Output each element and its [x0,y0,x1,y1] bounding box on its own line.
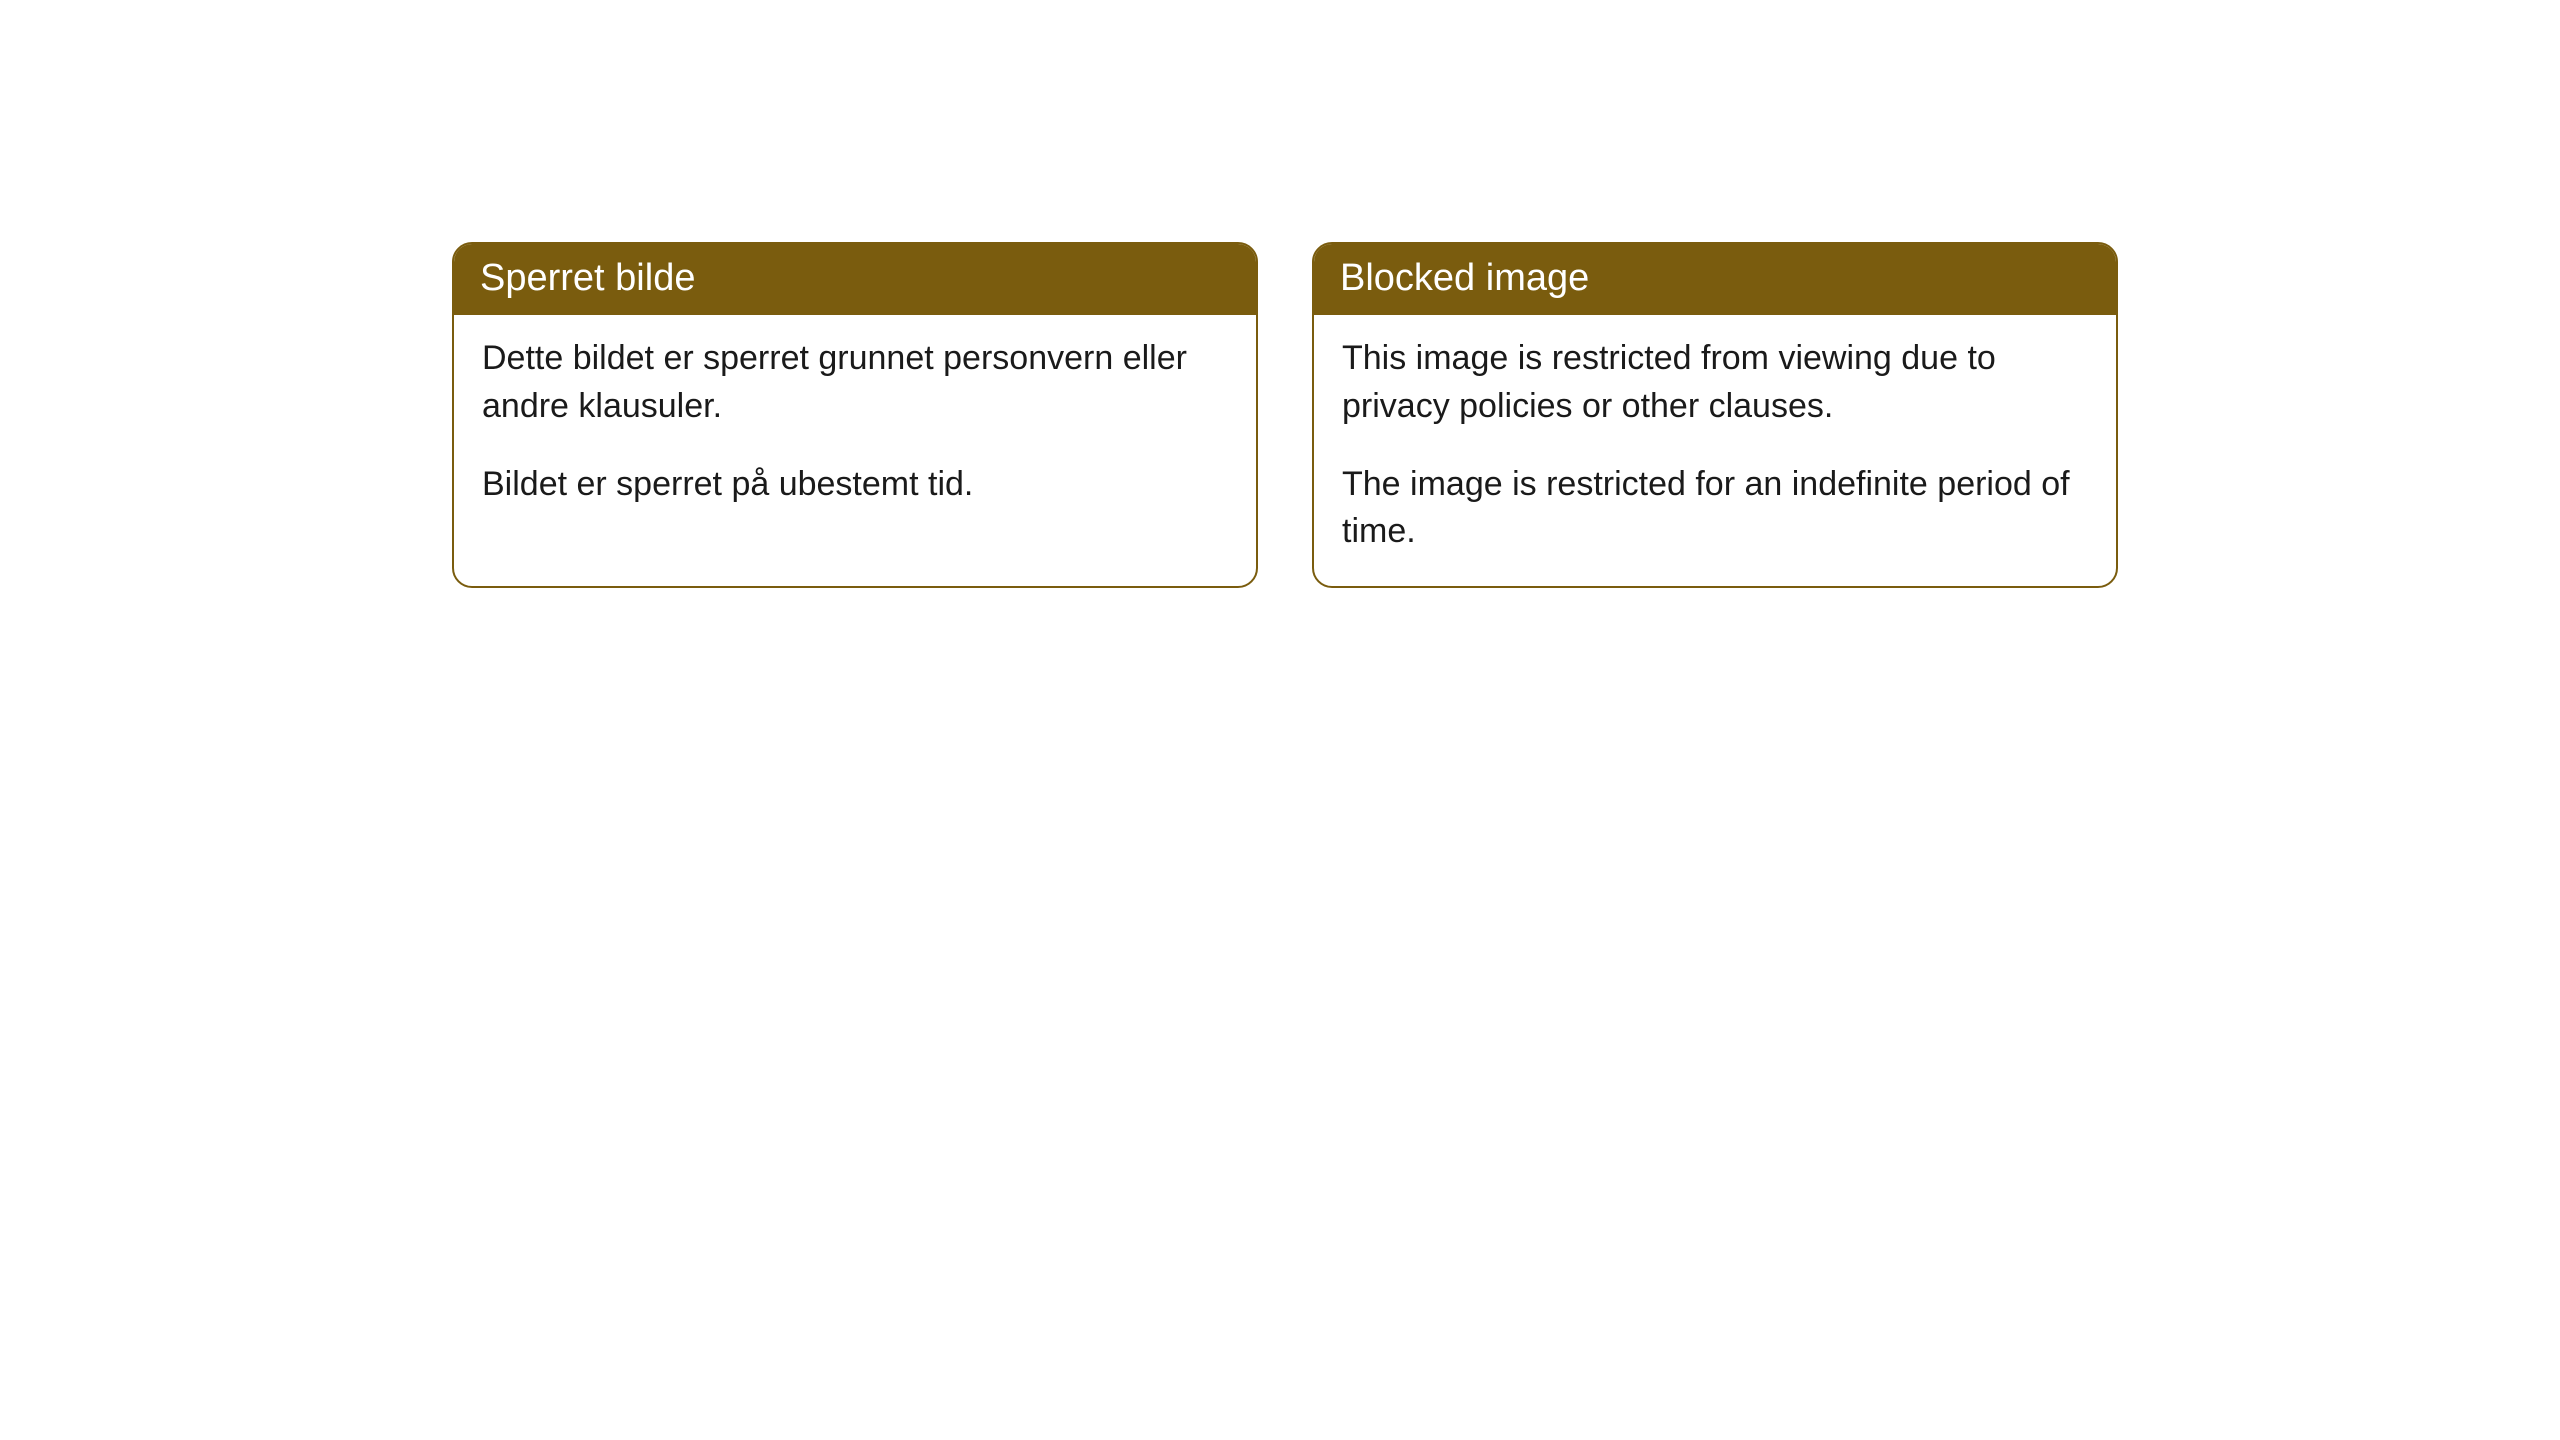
notice-container: Sperret bilde Dette bildet er sperret gr… [0,0,2560,588]
card-body-no: Dette bildet er sperret grunnet personve… [454,315,1256,538]
card-body-en: This image is restricted from viewing du… [1314,315,2116,585]
card-header-en: Blocked image [1314,244,2116,315]
card-text-en-2: The image is restricted for an indefinit… [1342,461,2088,556]
blocked-image-card-no: Sperret bilde Dette bildet er sperret gr… [452,242,1258,588]
card-header-no: Sperret bilde [454,244,1256,315]
card-text-no-1: Dette bildet er sperret grunnet personve… [482,335,1228,430]
blocked-image-card-en: Blocked image This image is restricted f… [1312,242,2118,588]
card-text-en-1: This image is restricted from viewing du… [1342,335,2088,430]
card-text-no-2: Bildet er sperret på ubestemt tid. [482,461,1228,509]
